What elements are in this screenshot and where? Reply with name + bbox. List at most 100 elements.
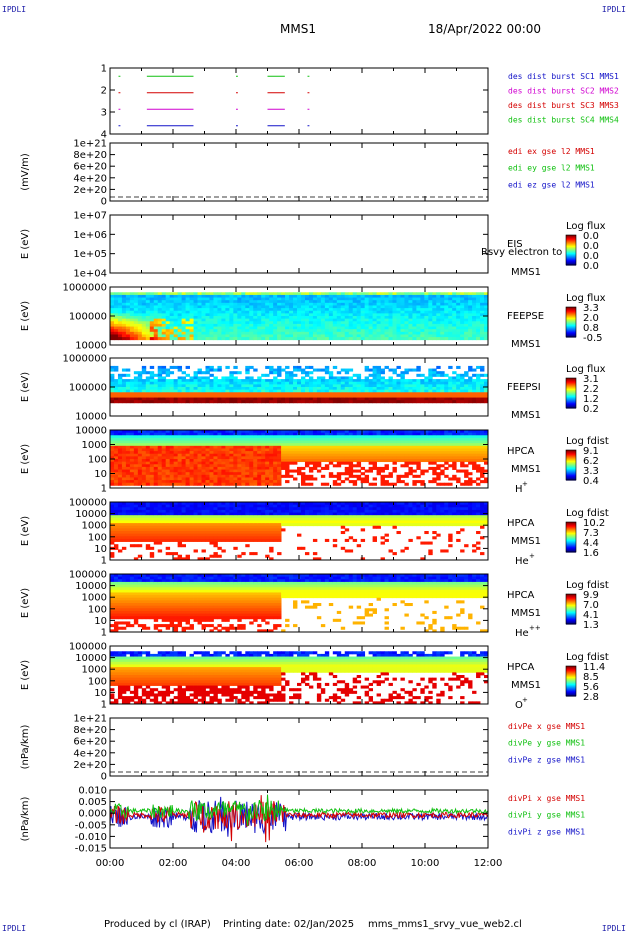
feepse-cell xyxy=(300,318,306,322)
feepse-cell xyxy=(428,321,433,325)
hpca_h-cell xyxy=(440,451,445,455)
feepsi-cell xyxy=(372,384,377,388)
feepsi-cell xyxy=(225,384,230,388)
feepse-cell xyxy=(253,313,258,317)
feepsi-cell xyxy=(157,397,163,401)
feepsi-cell xyxy=(416,397,421,401)
hpca_h-cell xyxy=(169,459,175,463)
feepse-cell xyxy=(121,334,127,338)
feepse-cell xyxy=(336,310,342,314)
feepsi-cell xyxy=(125,384,131,388)
feepse-cell xyxy=(153,308,159,312)
hpca_h-cell xyxy=(125,451,131,455)
feepsi-cell xyxy=(209,384,214,388)
feepsi-cell xyxy=(452,394,457,398)
hpca_h-cell xyxy=(209,466,214,470)
feepsi-cell xyxy=(376,381,381,385)
hpca_h-cell xyxy=(304,474,310,478)
feepse-cell xyxy=(225,300,230,304)
feepse-cell xyxy=(436,316,441,320)
feepse-cell xyxy=(293,294,298,298)
hpca_h-cell xyxy=(181,482,186,486)
feepse-cell xyxy=(221,294,226,298)
hpca_h-cell xyxy=(121,448,127,452)
hpca_h-cell xyxy=(133,443,139,447)
feepse-colorbar-cell xyxy=(566,314,576,316)
feepse-cell xyxy=(197,323,202,327)
feepsi-cell xyxy=(316,379,322,383)
hpca_h-colorbar-cell xyxy=(566,478,576,480)
hpca_h-cell xyxy=(117,432,123,436)
feepse-cell xyxy=(281,316,286,320)
hpca_h-cell xyxy=(480,466,485,470)
feepsi-cell xyxy=(416,400,421,404)
hpca_h-cell xyxy=(332,456,338,460)
eis-ytick-label: 1e+07 xyxy=(73,211,107,222)
feepsi-cell xyxy=(157,381,163,385)
hpca_h-cell xyxy=(209,443,214,447)
hpca_h-cell xyxy=(273,437,278,441)
feepsi-cell xyxy=(137,389,143,393)
feepse-cell xyxy=(269,326,274,330)
feepse-cell xyxy=(217,334,222,338)
hpca_h-cell xyxy=(472,464,477,468)
feepse-cell xyxy=(404,313,409,317)
hpca_h-cell xyxy=(404,456,409,460)
hpca_h-cell xyxy=(129,480,135,484)
hpca_h-cell xyxy=(428,430,433,434)
hpca_h-cell xyxy=(257,445,262,449)
feepsi-cell xyxy=(476,373,481,377)
feepse-cell xyxy=(424,294,429,298)
eis-colorbar-cell xyxy=(566,246,576,248)
hpca_h-cell xyxy=(356,437,362,441)
hpca_h-cell xyxy=(324,432,330,436)
feepse-cell xyxy=(376,300,381,304)
feepse-colorbar-cell xyxy=(566,307,576,309)
feepse-cell xyxy=(225,292,230,296)
hpca_h-cell xyxy=(153,466,159,470)
hpca_h-cell xyxy=(344,448,350,452)
feepse-cell xyxy=(241,305,246,309)
feepse-cell xyxy=(404,318,409,322)
hpca_h-cell xyxy=(320,482,326,486)
feepsi-cell xyxy=(165,400,171,404)
feepse-cell xyxy=(484,294,489,298)
hpca_h-cell xyxy=(209,482,214,486)
hpca_h-cell xyxy=(472,451,477,455)
feepse-cell xyxy=(324,321,330,325)
feepsi-cell xyxy=(388,376,393,380)
feepsi-cell xyxy=(117,387,123,391)
feepse-cell xyxy=(472,326,477,330)
hpca_h-cell xyxy=(229,435,234,439)
feepsi-cell xyxy=(472,400,477,404)
hpca_h-cell xyxy=(472,448,477,452)
hpca_h-cell xyxy=(324,482,330,486)
hpca_h-cell xyxy=(324,435,330,439)
hpca_h-cell xyxy=(281,474,286,478)
feepsi-cell xyxy=(480,381,485,385)
feepsi-cell xyxy=(412,381,417,385)
hpca_h-cell xyxy=(420,435,425,439)
feepsi-cell xyxy=(297,397,302,401)
eis-ylabel: E (eV) xyxy=(20,229,31,259)
hpca_h-cell xyxy=(121,474,127,478)
feepse-cell xyxy=(217,329,222,333)
feepse-cell xyxy=(308,300,314,304)
feepse-cell xyxy=(269,316,274,320)
hpca_h-cell xyxy=(173,459,179,463)
hpca_h-cell xyxy=(129,430,135,434)
hpca_h-cell xyxy=(308,461,314,465)
feepse-cell xyxy=(225,331,230,335)
feepsi-cell xyxy=(328,381,334,385)
feepse-cell xyxy=(141,297,147,301)
feepse-cell xyxy=(197,305,202,309)
feepse-cell xyxy=(197,294,202,298)
feepse-cell xyxy=(376,310,381,314)
hpca_h-cell xyxy=(225,477,230,481)
feepse-cell xyxy=(340,310,346,314)
feepse-cell xyxy=(217,321,222,325)
feepsi-cell xyxy=(428,376,433,380)
feepse-cell xyxy=(165,337,171,341)
feepse-cell xyxy=(468,292,473,296)
hpca_h-cell xyxy=(233,451,238,455)
